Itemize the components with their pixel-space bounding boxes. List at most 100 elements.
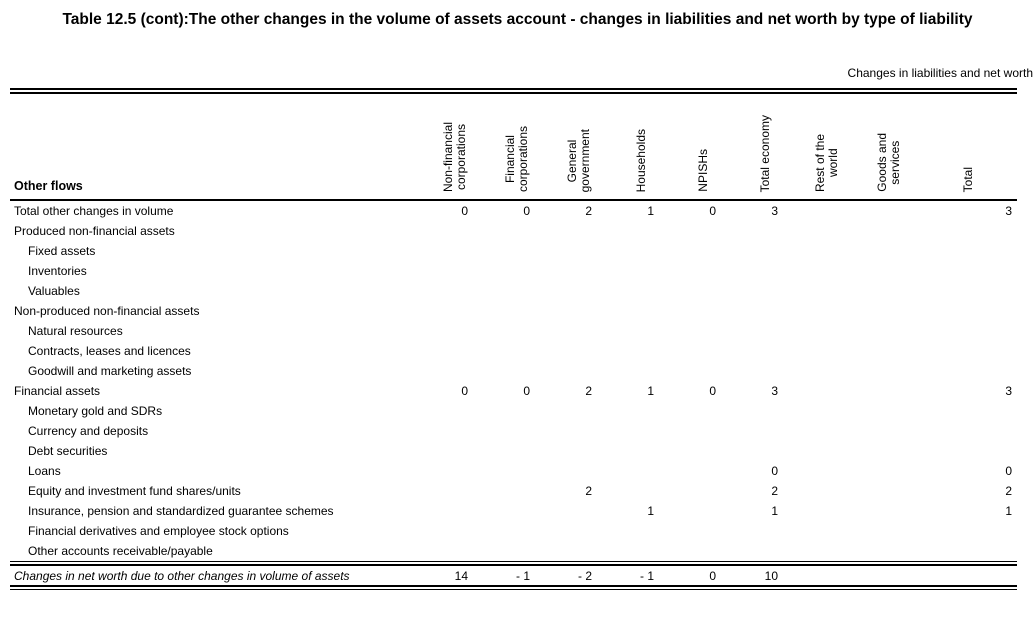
cell-value: [920, 341, 1017, 361]
col-header-general-government: General government: [548, 94, 610, 201]
cell-value: [610, 261, 672, 281]
cell-value: [672, 541, 734, 561]
cell-value: [548, 321, 610, 341]
col-header-label: Goods and services: [875, 133, 902, 192]
cell-value: [920, 301, 1017, 321]
row-label: Produced non-financial assets: [14, 224, 175, 238]
cell-value: [610, 341, 672, 361]
col-header-npishs: NPISHs: [672, 94, 734, 201]
cell-value: [920, 321, 1017, 341]
cell-value: [858, 541, 920, 561]
cell-value: [734, 521, 796, 541]
table-row: Equity and investment fund shares/units 2…: [10, 481, 1017, 501]
cell-value: [734, 401, 796, 421]
cell-value: [920, 221, 1017, 241]
cell-value: [548, 541, 610, 561]
column-header-row: Other flows Non-financial corporations F…: [10, 94, 1017, 201]
table-row: Loans 0 0: [10, 461, 1017, 481]
cell-value: [672, 261, 734, 281]
cell-value: [548, 221, 610, 241]
cell-value: [548, 281, 610, 301]
cell-value: [486, 341, 548, 361]
cell-value: 0: [523, 384, 530, 398]
cell-value: [424, 421, 486, 441]
col-header-label: Households: [633, 128, 648, 192]
cell-value: [548, 401, 610, 421]
cell-value: 0: [771, 464, 778, 478]
cell-value: [548, 341, 610, 361]
cell-value: [424, 521, 486, 541]
cell-value: [734, 241, 796, 261]
cell-value: [672, 241, 734, 261]
cell-value: [486, 281, 548, 301]
data-table: Other flows Non-financial corporations F…: [10, 94, 1017, 561]
cell-value: [548, 421, 610, 441]
cell-value: [548, 461, 610, 481]
cell-value: 0: [1005, 464, 1012, 478]
cell-value: [424, 301, 486, 321]
cell-value: [858, 221, 920, 241]
cell-value: [486, 481, 548, 501]
row-label: Insurance, pension and standardized guar…: [28, 504, 334, 518]
cell-value: [734, 421, 796, 441]
cell-value: 0: [709, 384, 716, 398]
cell-value: [858, 361, 920, 381]
cell-value: 3: [771, 204, 778, 218]
table-row: Inventories: [10, 261, 1017, 281]
cell-value: [734, 441, 796, 461]
cell-value: [796, 401, 858, 421]
row-label: Other accounts receivable/payable: [28, 544, 213, 558]
cell-value: [610, 321, 672, 341]
col-header-nonfinancial-corporations: Non-financial corporations: [424, 94, 486, 201]
row-label: Financial assets: [14, 384, 101, 398]
table-row: Total other changes in volume 0 0 2 1 0 3 3: [10, 200, 1017, 221]
cell-value: [672, 221, 734, 241]
cell-value: [548, 261, 610, 281]
col-header-label: Financial corporations: [503, 125, 530, 192]
col-header-goods-services: Goods and services: [858, 94, 920, 201]
cell-value: [796, 301, 858, 321]
footer-value: 14: [454, 568, 468, 583]
table-row: Natural resources: [10, 321, 1017, 341]
cell-value: 2: [585, 384, 592, 398]
cell-value: [920, 521, 1017, 541]
cell-value: [796, 361, 858, 381]
footer-value: - 2: [577, 568, 592, 583]
cell-value: 3: [1005, 384, 1012, 398]
cell-value: [920, 261, 1017, 281]
cell-value: 2: [585, 204, 592, 218]
cell-value: [424, 461, 486, 481]
col-header-households: Households: [610, 94, 672, 201]
cell-value: [734, 301, 796, 321]
cell-value: [796, 341, 858, 361]
cell-value: [858, 481, 920, 501]
cell-value: [424, 401, 486, 421]
cell-value: [424, 501, 486, 521]
cell-value: [424, 361, 486, 381]
col-header-label: Non-financial corporations: [441, 121, 468, 192]
row-label: Contracts, leases and licences: [28, 344, 191, 358]
cell-value: [486, 321, 548, 341]
cell-value: 1: [647, 384, 654, 398]
row-label: Inventories: [28, 264, 87, 278]
col-header-label: NPISHs: [695, 149, 710, 192]
cell-value: 3: [1005, 204, 1012, 218]
cell-value: [610, 441, 672, 461]
table-row: Valuables: [10, 281, 1017, 301]
top-double-rule: [10, 88, 1017, 94]
cell-value: [796, 381, 858, 401]
table-row: Contracts, leases and licences: [10, 341, 1017, 361]
cell-value: [610, 421, 672, 441]
col-header-total: Total: [920, 94, 1017, 201]
cell-value: [486, 441, 548, 461]
cell-value: [672, 361, 734, 381]
table-row: Insurance, pension and standardized guar…: [10, 501, 1017, 521]
cell-value: [486, 461, 548, 481]
cell-value: 0: [523, 204, 530, 218]
table-row: Currency and deposits: [10, 421, 1017, 441]
header-note: Changes in liabilities and net worth: [847, 66, 1033, 80]
table-row: Other accounts receivable/payable: [10, 541, 1017, 561]
row-label: Debt securities: [28, 444, 108, 458]
cell-value: 2: [771, 484, 778, 498]
bottom-double-rule: [10, 585, 1017, 590]
